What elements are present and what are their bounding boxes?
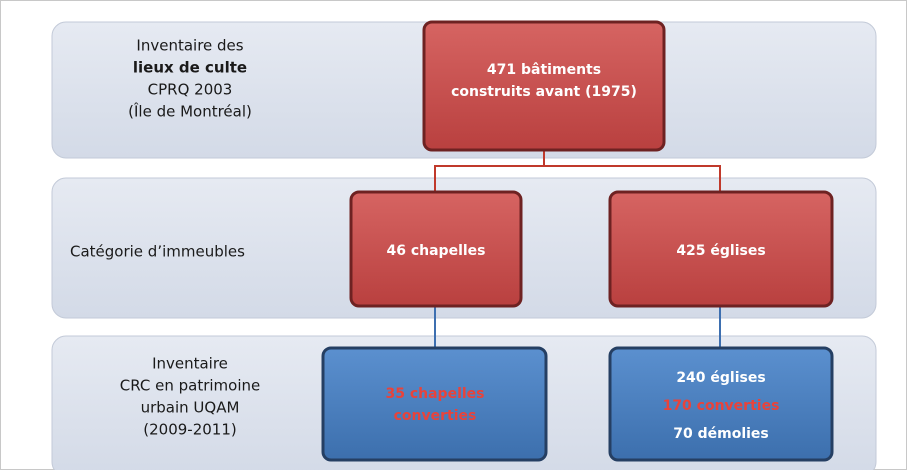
node-text: construits avant (1975) xyxy=(451,84,637,100)
row-label: CRC en patrimoine xyxy=(120,377,261,395)
node-text: converties xyxy=(394,408,477,424)
node-text: 35 chapelles xyxy=(385,386,484,402)
row-label: Inventaire xyxy=(152,355,228,373)
node-box xyxy=(349,190,523,308)
row-label: CPRQ 2003 xyxy=(148,81,233,99)
row-label: Catégorie d’immeubles xyxy=(70,243,245,261)
node-text: 170 converties xyxy=(663,398,780,414)
node-box xyxy=(321,346,548,462)
node-text: 240 églises xyxy=(676,370,765,386)
row-label: Inventaire des xyxy=(136,37,243,55)
node-text: 70 démolies xyxy=(673,426,769,442)
node-text: 46 chapelles xyxy=(386,243,485,259)
row-label: urbain UQAM xyxy=(141,399,240,417)
row-label: (Île de Montréal) xyxy=(128,102,252,121)
connector xyxy=(434,150,545,192)
node-box xyxy=(422,20,666,152)
node-box xyxy=(608,190,834,308)
node-text: 471 bâtiments xyxy=(487,62,601,78)
node-box xyxy=(608,346,834,462)
row-label: lieux de culte xyxy=(133,59,247,77)
node-text: 425 églises xyxy=(676,243,765,259)
connector xyxy=(544,165,721,192)
row-label: (2009-2011) xyxy=(143,421,236,439)
